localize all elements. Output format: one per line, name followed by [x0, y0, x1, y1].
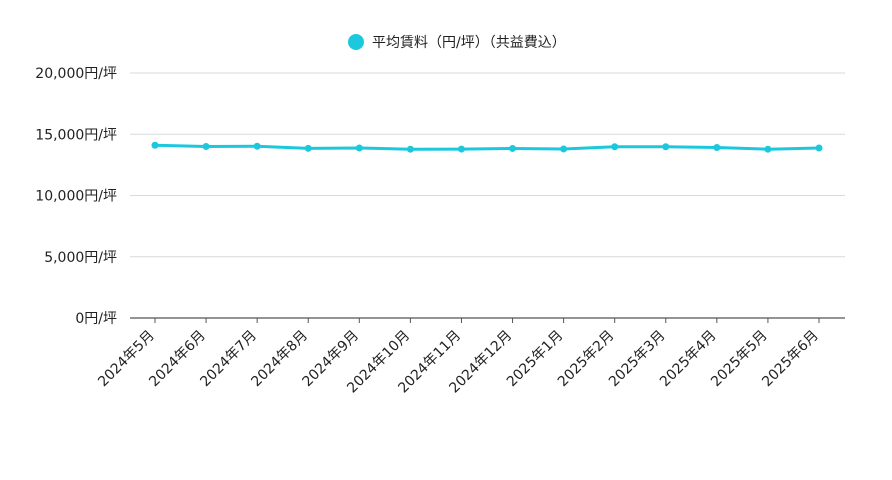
data-point: [406, 145, 414, 153]
data-point: [457, 145, 465, 153]
data-point: [202, 143, 210, 150]
grid-lines: [130, 72, 845, 319]
legend-marker: [348, 34, 364, 50]
data-point: [304, 144, 312, 152]
legend-label: 平均賃料（円/坪）（共益費込）: [372, 35, 566, 51]
series-line: [153, 143, 821, 151]
y-tick-label: 0円/坪: [75, 311, 117, 327]
data-point: [355, 144, 363, 152]
data-point: [509, 144, 517, 152]
data-point: [662, 143, 670, 151]
x-axis: 2024年5月2024年6月2024年7月2024年8月2024年9月2024年…: [95, 318, 822, 396]
y-tick-label: 20,000円/坪: [35, 66, 117, 82]
data-point: [611, 143, 619, 151]
data-point: [151, 141, 159, 149]
data-point: [253, 142, 261, 150]
data-point: [815, 144, 823, 152]
y-tick-label: 5,000円/坪: [44, 250, 117, 266]
series-layer: [151, 141, 823, 153]
y-tick-label: 10,000円/坪: [35, 189, 117, 205]
y-axis: 0円/坪 5,000円/坪 10,000円/坪 15,000円/坪 20,000円/坪: [35, 66, 117, 327]
data-point: [764, 145, 772, 153]
y-tick-label: 15,000円/坪: [35, 127, 117, 143]
data-point: [713, 143, 721, 151]
legend: 平均賃料（円/坪）（共益費込）: [348, 34, 566, 51]
data-point: [560, 145, 568, 153]
